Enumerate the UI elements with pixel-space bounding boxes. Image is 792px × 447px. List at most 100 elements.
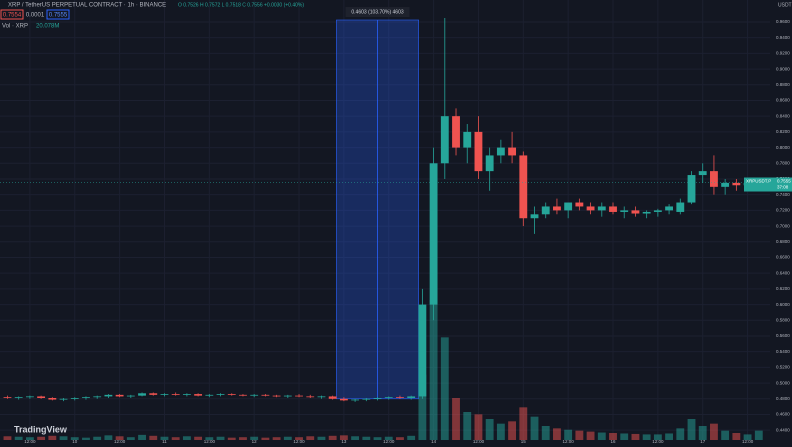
candle-body — [687, 175, 696, 203]
logo: TradingView — [14, 424, 68, 434]
y-tick-label: 0.7200 — [776, 208, 790, 213]
candle-body — [407, 396, 416, 399]
volume-bar — [496, 423, 505, 440]
x-tick-label: 17 — [700, 439, 706, 444]
volume-bar — [306, 436, 315, 440]
volume-bar — [216, 436, 225, 440]
candle-body — [541, 206, 550, 215]
candle-body — [530, 214, 539, 219]
candle-body — [508, 147, 517, 156]
y-tick-label: 0.8200 — [776, 129, 790, 134]
candle-body — [115, 394, 124, 397]
candle-body — [452, 116, 460, 148]
x-tick-label: 12:00 — [563, 439, 575, 444]
bid-box[interactable] — [0, 9, 24, 20]
bid[interactable]: 0.7554 — [3, 13, 22, 19]
volume-bar — [710, 423, 718, 440]
volume-bar — [138, 434, 146, 440]
candle-body — [104, 394, 113, 397]
candle-body — [37, 396, 46, 399]
candle-body — [25, 396, 34, 398]
volume-bar — [205, 437, 214, 440]
candle-body — [553, 206, 561, 211]
x-tick-label: 12:00 — [24, 439, 36, 444]
y-tick-label: 0.4600 — [776, 412, 790, 417]
volume-bar — [463, 412, 472, 440]
volume-bar — [149, 435, 158, 440]
y-tick-label: 0.8400 — [776, 113, 790, 118]
y-tick-label: 0.8800 — [776, 82, 790, 87]
y-tick-label: 0.5200 — [776, 365, 790, 370]
candle-body — [609, 206, 617, 212]
volume-bar — [384, 436, 393, 440]
candle-body — [698, 171, 707, 176]
candle-body — [564, 202, 573, 211]
candle-body — [149, 393, 158, 395]
volume-bar — [160, 436, 169, 440]
volume-bar — [698, 426, 707, 440]
candle-body — [328, 396, 337, 399]
candle-body — [440, 116, 449, 164]
x-tick-label: 12:00 — [114, 439, 126, 444]
volume-bar — [104, 435, 113, 440]
candle-body — [70, 398, 79, 399]
volume-bar — [59, 436, 68, 440]
candle-body — [396, 397, 404, 399]
volume-bar — [631, 433, 640, 440]
volume-bar — [351, 436, 360, 440]
ask[interactable]: 0.7555 — [49, 13, 68, 19]
candle-body — [194, 394, 203, 396]
volume-bar — [37, 436, 46, 440]
ask-box[interactable] — [46, 9, 70, 20]
x-tick-label: 12:00 — [383, 439, 395, 444]
candle-body — [48, 398, 57, 400]
candle-body — [3, 397, 12, 399]
candle-body — [586, 206, 595, 211]
symbol-title: XRP / TetherUS PERPETUAL CONTRACT · 1h ·… — [8, 3, 166, 9]
candle-body — [474, 131, 483, 172]
volume-bar — [373, 437, 382, 440]
candle-body — [676, 202, 685, 212]
volume-bar — [530, 416, 539, 440]
candle-body — [463, 131, 472, 148]
candle-body — [642, 211, 651, 214]
volume-bar — [620, 433, 629, 440]
price-tag — [744, 177, 792, 192]
volume-bar — [519, 407, 528, 440]
volume-last: 20.078M — [36, 24, 59, 30]
volume-bar — [3, 436, 12, 440]
y-tick-label: 0.9000 — [776, 66, 790, 71]
x-tick-label: 16 — [611, 439, 617, 444]
volume-bar — [295, 437, 303, 440]
x-tick-label: 12:00 — [742, 439, 754, 444]
x-tick-label: 12:00 — [473, 439, 485, 444]
y-tick-label: 0.8000 — [776, 145, 790, 150]
candle-body — [362, 398, 371, 400]
candle-body — [14, 397, 23, 399]
y-tick-label: 0.4800 — [776, 396, 790, 401]
volume-bar — [70, 437, 79, 440]
y-tick-label: 0.5600 — [776, 333, 790, 338]
x-tick-label: 12:00 — [293, 439, 305, 444]
candle-body — [732, 182, 741, 186]
volume-bar — [261, 437, 270, 440]
volume-bar — [609, 433, 617, 440]
volume-bar — [25, 437, 34, 440]
volume-bar — [418, 374, 427, 440]
candle-body — [182, 394, 191, 395]
volume-bar — [687, 419, 696, 440]
volume-bar — [553, 428, 561, 440]
volume-bar — [396, 437, 404, 440]
price-symbol: XRPUSDT.P — [746, 179, 771, 184]
volume-bar — [407, 435, 416, 440]
candle-body — [384, 397, 393, 399]
volume-bar — [508, 421, 517, 440]
candle-body — [351, 399, 360, 401]
x-tick-label: 10 — [72, 439, 78, 444]
candle-body — [597, 206, 606, 211]
measure-label-bg — [345, 7, 410, 18]
volume-bar — [362, 436, 371, 440]
y-tick-label: 0.4400 — [776, 427, 790, 432]
candle-body — [171, 394, 180, 395]
